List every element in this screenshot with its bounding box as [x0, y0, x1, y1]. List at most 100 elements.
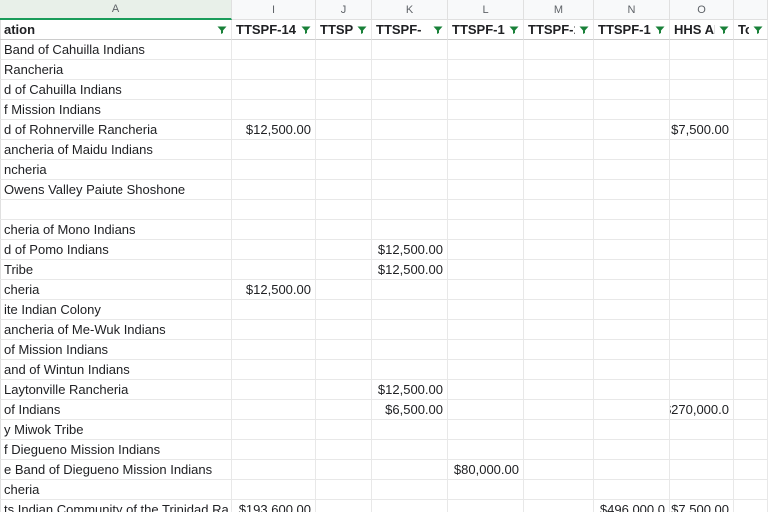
cell[interactable] — [232, 300, 316, 320]
cell[interactable] — [670, 220, 734, 240]
cell[interactable] — [448, 500, 524, 512]
cell[interactable] — [594, 60, 670, 80]
cell[interactable]: $496,000.0 — [594, 500, 670, 512]
cell[interactable] — [734, 80, 768, 100]
cell[interactable]: $270,000.0 — [670, 400, 734, 420]
cell[interactable] — [448, 120, 524, 140]
cell[interactable] — [372, 100, 448, 120]
cell[interactable] — [734, 360, 768, 380]
cell[interactable]: of Mission Indians — [0, 340, 232, 360]
column-header-J[interactable]: J — [316, 0, 372, 20]
field-header[interactable]: Tota — [734, 20, 768, 40]
cell[interactable] — [734, 500, 768, 512]
cell[interactable] — [670, 340, 734, 360]
spreadsheet-grid[interactable]: AIJKLMNOationTTSPF-14TTSPFTTSPF-TTSPF-1T… — [0, 0, 768, 512]
cell[interactable]: cheria — [0, 280, 232, 300]
filter-icon[interactable] — [508, 24, 520, 36]
cell[interactable] — [232, 400, 316, 420]
cell[interactable] — [372, 60, 448, 80]
cell[interactable] — [670, 140, 734, 160]
cell[interactable] — [448, 400, 524, 420]
cell[interactable] — [670, 380, 734, 400]
cell[interactable] — [734, 380, 768, 400]
cell[interactable] — [232, 260, 316, 280]
cell[interactable] — [448, 420, 524, 440]
cell[interactable] — [524, 420, 594, 440]
cell[interactable] — [524, 180, 594, 200]
cell[interactable] — [594, 380, 670, 400]
cell[interactable] — [594, 240, 670, 260]
cell[interactable] — [734, 300, 768, 320]
cell[interactable] — [316, 320, 372, 340]
cell[interactable]: Rancheria — [0, 60, 232, 80]
filter-button[interactable] — [507, 23, 521, 37]
cell[interactable] — [232, 480, 316, 500]
column-header-N[interactable]: N — [594, 0, 670, 20]
cell[interactable] — [232, 220, 316, 240]
cell[interactable] — [232, 160, 316, 180]
field-header[interactable]: TTSPF-1 — [448, 20, 524, 40]
cell[interactable] — [372, 220, 448, 240]
filter-button[interactable] — [577, 23, 591, 37]
cell[interactable] — [524, 440, 594, 460]
cell[interactable] — [448, 340, 524, 360]
cell[interactable] — [670, 360, 734, 380]
cell[interactable] — [232, 200, 316, 220]
cell[interactable] — [448, 100, 524, 120]
cell[interactable] — [734, 160, 768, 180]
column-header-K[interactable]: K — [372, 0, 448, 20]
cell[interactable] — [594, 280, 670, 300]
column-header-end[interactable] — [734, 0, 768, 20]
cell[interactable] — [316, 160, 372, 180]
cell[interactable] — [524, 40, 594, 60]
cell[interactable] — [594, 360, 670, 380]
filter-icon[interactable] — [654, 24, 666, 36]
cell[interactable] — [594, 440, 670, 460]
filter-icon[interactable] — [216, 24, 228, 36]
cell[interactable] — [524, 320, 594, 340]
filter-icon[interactable] — [300, 24, 312, 36]
cell[interactable] — [670, 280, 734, 300]
cell[interactable] — [670, 320, 734, 340]
filter-icon[interactable] — [718, 24, 730, 36]
cell[interactable] — [734, 140, 768, 160]
cell[interactable]: $7,500.00 — [670, 500, 734, 512]
cell[interactable] — [594, 160, 670, 180]
cell[interactable] — [734, 240, 768, 260]
cell[interactable] — [316, 360, 372, 380]
cell[interactable] — [316, 260, 372, 280]
filter-icon[interactable] — [356, 24, 368, 36]
cell[interactable] — [524, 360, 594, 380]
cell[interactable] — [316, 180, 372, 200]
cell[interactable]: cheria of Mono Indians — [0, 220, 232, 240]
cell[interactable] — [524, 100, 594, 120]
filter-button[interactable] — [299, 23, 313, 37]
cell[interactable] — [232, 140, 316, 160]
cell[interactable] — [372, 80, 448, 100]
cell[interactable] — [316, 380, 372, 400]
cell[interactable]: d of Rohnerville Rancheria — [0, 120, 232, 140]
cell[interactable] — [448, 280, 524, 300]
cell[interactable]: $12,500.00 — [372, 240, 448, 260]
cell[interactable]: ancheria of Me-Wuk Indians — [0, 320, 232, 340]
filter-icon[interactable] — [432, 24, 444, 36]
cell[interactable] — [594, 400, 670, 420]
cell[interactable]: Tribe — [0, 260, 232, 280]
cell[interactable]: $193,600.00 — [232, 500, 316, 512]
cell[interactable] — [232, 440, 316, 460]
cell[interactable] — [448, 160, 524, 180]
cell[interactable] — [448, 60, 524, 80]
field-header[interactable]: HHS AN — [670, 20, 734, 40]
cell[interactable] — [316, 340, 372, 360]
cell[interactable] — [524, 60, 594, 80]
cell[interactable] — [670, 80, 734, 100]
cell[interactable]: and of Wintun Indians — [0, 360, 232, 380]
field-header[interactable]: TTSPF — [316, 20, 372, 40]
cell[interactable] — [524, 220, 594, 240]
cell[interactable] — [524, 280, 594, 300]
cell[interactable] — [524, 260, 594, 280]
cell[interactable] — [594, 480, 670, 500]
field-header[interactable]: TTSPF-14 — [232, 20, 316, 40]
cell[interactable] — [372, 200, 448, 220]
field-header[interactable]: TTSPF-1 — [594, 20, 670, 40]
